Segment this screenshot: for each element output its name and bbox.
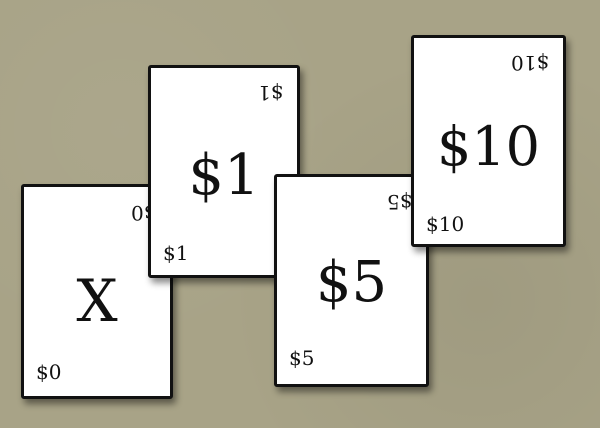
card-corner-label: $5 bbox=[289, 346, 315, 370]
card-center-value: $10 bbox=[436, 115, 541, 178]
card-ten-dollar[interactable]: $10 $10 $10 bbox=[411, 35, 566, 247]
card-corner-label: $0 bbox=[36, 360, 62, 384]
card-center-value: $5 bbox=[315, 250, 388, 315]
card-corner-label: $10 bbox=[426, 212, 465, 236]
card-zero-dollar[interactable]: $0 X $0 bbox=[21, 184, 173, 399]
card-corner-label-rotated: $10 bbox=[510, 51, 549, 75]
card-five-dollar[interactable]: $5 $5 $5 bbox=[274, 174, 429, 387]
card-corner-label-rotated: $1 bbox=[257, 81, 283, 105]
card-center-symbol: X bbox=[76, 267, 118, 335]
card-corner-label: $1 bbox=[163, 241, 189, 265]
card-center-value: $1 bbox=[188, 143, 260, 208]
card-corner-label-rotated: $5 bbox=[386, 190, 412, 214]
